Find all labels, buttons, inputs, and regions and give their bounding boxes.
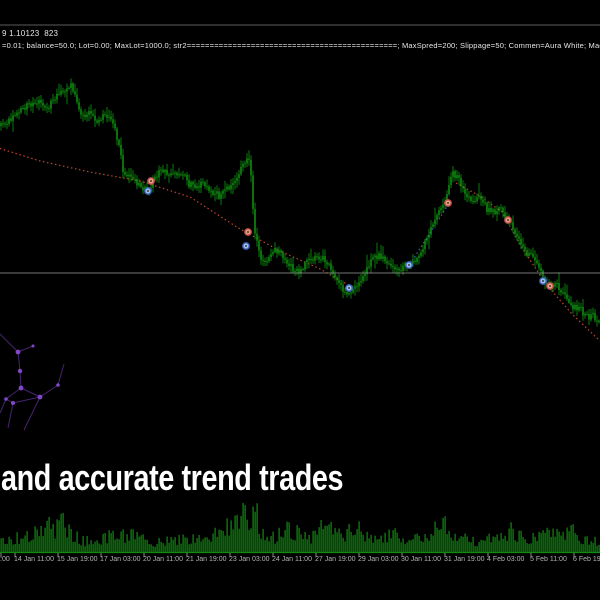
volume-series: [0, 503, 600, 554]
x-axis-label: 17 Jan 03:00: [100, 556, 141, 563]
x-axis-label: 5 Feb 11:00: [530, 556, 567, 563]
x-axis-label: 15 Jan 19:00: [57, 556, 98, 563]
x-axis-label: 31 Jan 19:00: [444, 556, 485, 563]
x-axis-label: 29 Jan 03:00: [358, 556, 399, 563]
x-axis-label: 14 Jan 11:00: [14, 556, 54, 563]
x-axis-label: 6 Feb 19:00: [573, 556, 600, 563]
x-axis-label: 4 Feb 03:00: [487, 556, 525, 563]
trade-markers[interactable]: [144, 177, 554, 292]
trade-link-line-blue: [409, 204, 449, 265]
caption-text: and accurate trend trades: [1, 457, 344, 498]
trend-line-red: [0, 147, 600, 342]
x-axis-label: 20 Jan 11:00: [143, 556, 183, 563]
x-axis-label: 23 Jan 03:00: [229, 556, 270, 563]
x-axis-label: 27 Jan 19:00: [315, 556, 356, 563]
ea-parameters-text: =0.01; balance=50.0; Lot=0.00; MaxLot=10…: [2, 41, 600, 50]
time-axis-ticks: [0, 553, 575, 557]
x-axis-label: 21 Jan 19:00: [186, 556, 227, 563]
x-axis-label: 24 Jan 11:00: [272, 556, 312, 563]
x-axis-label: :00: [0, 556, 10, 563]
x-axis-label: 30 Jan 11:00: [401, 556, 441, 563]
window-top-border: [0, 24, 600, 26]
network-logo: [0, 333, 65, 431]
time-axis: :00 14 Jan 11:00 15 Jan 19:00 17 Jan 03:00 2…: [0, 556, 600, 570]
candlestick-series: [0, 78, 600, 327]
symbol-quote-text: 9 1.10123 823: [2, 29, 59, 38]
